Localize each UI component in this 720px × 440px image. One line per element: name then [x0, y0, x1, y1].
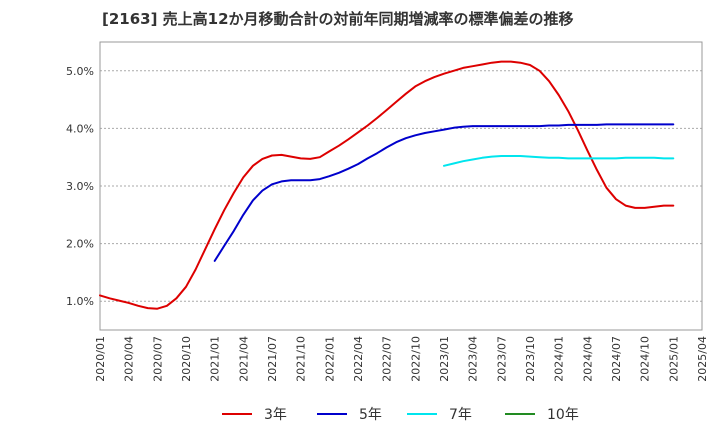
x-tick-label: 2022/01 — [323, 336, 336, 382]
x-tick-label: 2021/04 — [237, 336, 250, 382]
x-tick-label: 2023/07 — [495, 336, 508, 382]
y-axis-ticks: 1.0% 2.0% 3.0% 4.0% 5.0% — [66, 65, 94, 308]
x-tick-label: 2022/07 — [381, 336, 394, 382]
x-axis-ticks: 2020/01 2020/04 2020/07 2020/10 2021/01 2021/… — [94, 336, 709, 382]
x-tick-label: 2023/04 — [467, 336, 480, 382]
y-tick-label: 5.0% — [66, 65, 94, 78]
x-tick-label: 2020/01 — [94, 336, 107, 382]
series-line-5年 — [213, 123, 675, 262]
legend-label: 7年 — [449, 407, 472, 423]
x-tick-label: 2023/10 — [524, 336, 537, 382]
x-tick-label: 2022/04 — [352, 336, 365, 382]
series-line-3年 — [99, 60, 675, 310]
series-lines — [99, 60, 675, 310]
x-tick-label: 2022/10 — [409, 336, 422, 382]
y-tick-label: 3.0% — [66, 180, 94, 193]
legend-label: 5年 — [359, 407, 382, 423]
x-tick-label: 2021/01 — [209, 336, 222, 382]
x-tick-label: 2024/04 — [581, 336, 594, 382]
plot-area-border — [99, 41, 703, 331]
y-tick-label: 1.0% — [66, 295, 94, 308]
x-tick-label: 2023/01 — [438, 336, 451, 382]
x-tick-label: 2025/04 — [696, 336, 709, 382]
legend-label: 10年 — [547, 407, 579, 423]
legend-label: 3年 — [264, 407, 287, 423]
series-line-7年 — [443, 155, 675, 167]
x-tick-label: 2021/07 — [266, 336, 279, 382]
legend: 3年 5年 7年 10年 — [222, 407, 579, 423]
grid-lines — [100, 70, 702, 302]
x-tick-label: 2024/10 — [639, 336, 652, 382]
x-tick-label: 2021/10 — [295, 336, 308, 382]
x-tick-label: 2025/01 — [667, 336, 680, 382]
y-tick-label: 4.0% — [66, 122, 94, 135]
x-tick-label: 2024/07 — [610, 336, 623, 382]
x-tick-label: 2020/07 — [151, 336, 164, 382]
x-tick-label: 2024/01 — [553, 336, 566, 382]
chart-title: [2163] 売上高12か月移動合計の対前年同期増減率の標準偏差の推移 — [102, 10, 574, 28]
y-tick-label: 2.0% — [66, 238, 94, 251]
x-tick-label: 2020/10 — [180, 336, 193, 382]
x-tick-label: 2020/04 — [123, 336, 136, 382]
